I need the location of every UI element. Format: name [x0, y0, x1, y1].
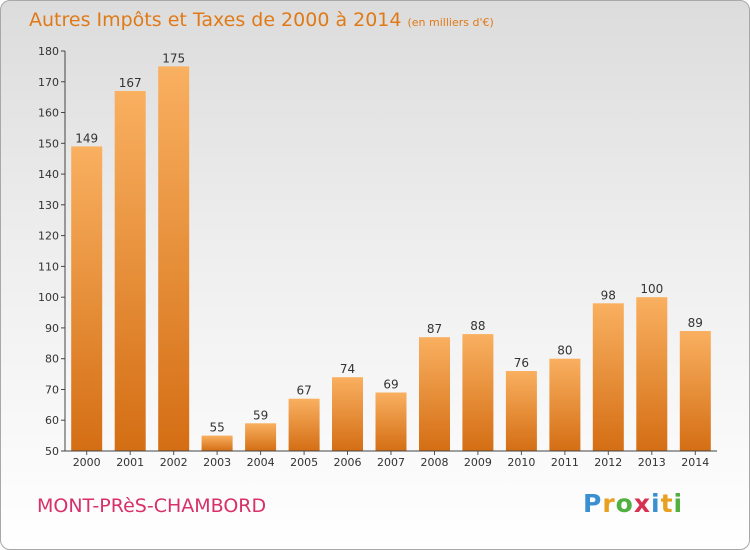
x-tick-label-2013: 2013	[638, 456, 666, 469]
y-tick-label-70: 70	[45, 384, 59, 397]
bar-2003	[201, 435, 233, 451]
value-label-2009: 88	[470, 319, 485, 333]
x-tick-label-2012: 2012	[594, 456, 622, 469]
x-tick-label-2011: 2011	[551, 456, 579, 469]
bar-2002	[158, 66, 190, 452]
logo-letter: r	[602, 489, 616, 518]
y-tick-label-80: 80	[45, 353, 59, 366]
logo-letter: x	[633, 489, 651, 518]
y-tick-label-50: 50	[45, 445, 59, 458]
value-label-2013: 100	[640, 282, 663, 296]
y-tick-label-170: 170	[38, 76, 59, 89]
logo-letter: P	[583, 489, 603, 518]
chart-subtitle: (en milliers d'€)	[407, 16, 494, 29]
bar-2006	[332, 377, 363, 451]
y-tick-label-90: 90	[45, 322, 59, 335]
x-tick-label-2014: 2014	[681, 456, 709, 469]
x-tick-label-2002: 2002	[160, 456, 188, 469]
value-label-2004: 59	[253, 408, 268, 422]
bar-2013	[636, 297, 668, 451]
bar-2011	[549, 358, 581, 451]
x-tick-label-2010: 2010	[507, 456, 535, 469]
value-label-2000: 149	[75, 131, 98, 145]
x-tick-label-2004: 2004	[247, 456, 275, 469]
bar-2007	[375, 392, 407, 451]
bar-2001	[114, 91, 146, 451]
axes-group: 2000 2001 2002 2003 2004 2005 2006 2007 2008 2009…	[38, 45, 717, 469]
y-tick-label-110: 110	[38, 260, 59, 273]
x-tick-label-2003: 2003	[203, 456, 231, 469]
value-label-2003: 55	[209, 421, 224, 435]
value-label-2010: 76	[514, 356, 529, 370]
chart-title: Autres Impôts et Taxes de 2000 à 2014 (en…	[29, 9, 494, 31]
bars-group: 149 167 175 55 59 67 74 69 87 88 76 80 98 100 89	[71, 51, 711, 452]
bar-2000	[71, 146, 103, 451]
y-tick-label-60: 60	[45, 414, 59, 427]
value-label-2006: 74	[340, 362, 355, 376]
value-label-2002: 175	[162, 51, 185, 65]
value-label-2008: 87	[427, 322, 442, 336]
y-tick-label-130: 130	[38, 199, 59, 212]
value-label-2005: 67	[296, 384, 311, 398]
x-tick-label-2007: 2007	[377, 456, 405, 469]
y-tick-label-140: 140	[38, 168, 59, 181]
logo-letter: o	[615, 489, 634, 518]
bar-2010	[505, 371, 537, 451]
bar-2009	[462, 334, 494, 451]
bar-2012	[592, 303, 624, 451]
bar-2004	[245, 423, 277, 451]
value-label-2014: 89	[688, 316, 703, 330]
bar-2005	[288, 398, 320, 451]
x-tick-label-2005: 2005	[290, 456, 318, 469]
value-label-2011: 80	[557, 344, 572, 358]
x-tick-label-2008: 2008	[421, 456, 449, 469]
logo-letter: i	[651, 489, 661, 518]
x-tick-label-2000: 2000	[73, 456, 101, 469]
y-tick-label-150: 150	[38, 137, 59, 150]
x-tick-label-2009: 2009	[464, 456, 492, 469]
bar-2008	[419, 337, 450, 451]
x-tick-label-2006: 2006	[334, 456, 362, 469]
y-tick-label-160: 160	[38, 107, 59, 120]
logo-letter: i	[673, 489, 684, 518]
y-tick-label-180: 180	[38, 45, 59, 58]
value-label-2012: 98	[601, 288, 616, 302]
bar-2014	[679, 331, 711, 451]
proxiti-logo: Proxiti	[583, 489, 683, 518]
chart-title-text: Autres Impôts et Taxes de 2000 à 2014	[29, 9, 402, 31]
logo-letter: t	[660, 489, 674, 518]
x-tick-label-2001: 2001	[116, 456, 144, 469]
value-label-2007: 69	[383, 378, 398, 392]
y-tick-label-120: 120	[38, 230, 59, 243]
y-tick-label-100: 100	[38, 291, 59, 304]
value-label-2001: 167	[119, 76, 142, 90]
town-name: MONT-PRèS-CHAMBORD	[37, 495, 267, 517]
